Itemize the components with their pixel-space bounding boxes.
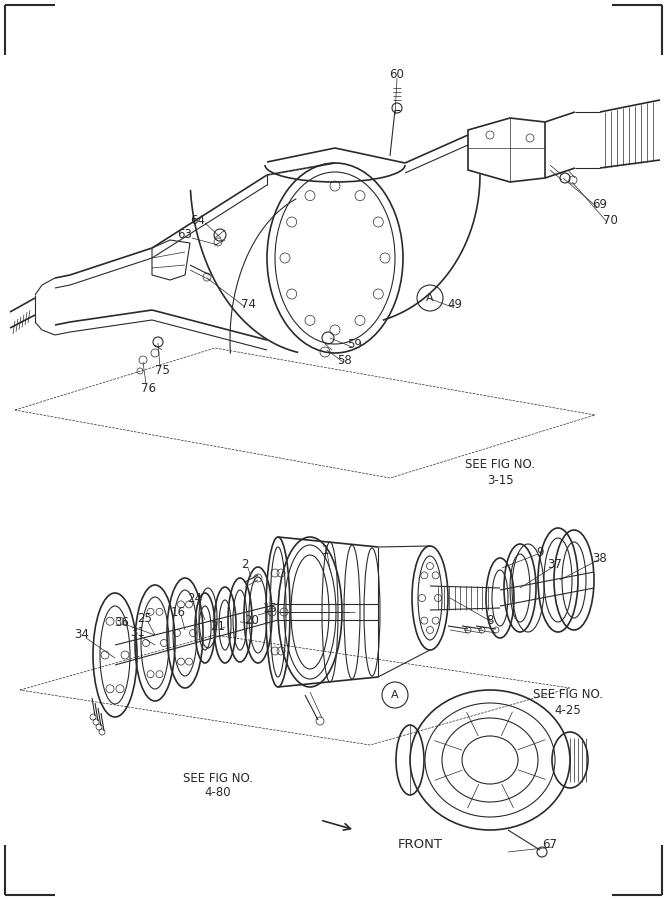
Text: SEE FIG NO.: SEE FIG NO. [533, 688, 603, 701]
Text: A: A [426, 293, 434, 303]
Text: 31: 31 [131, 626, 145, 640]
Text: 24: 24 [187, 591, 203, 605]
Text: 16: 16 [171, 606, 185, 618]
Text: 60: 60 [390, 68, 404, 82]
Text: 38: 38 [592, 552, 608, 564]
Text: 21: 21 [211, 619, 225, 633]
Text: 67: 67 [542, 839, 558, 851]
Text: 4-80: 4-80 [205, 787, 231, 799]
Text: 64: 64 [191, 213, 205, 227]
Text: 15: 15 [263, 601, 277, 615]
Text: 8: 8 [486, 614, 494, 626]
Text: 69: 69 [592, 199, 608, 212]
Text: 34: 34 [75, 628, 89, 642]
Text: 70: 70 [602, 213, 618, 227]
Text: 58: 58 [338, 354, 352, 366]
Text: 76: 76 [141, 382, 155, 394]
Text: 36: 36 [115, 616, 129, 628]
Text: A: A [391, 690, 399, 700]
Text: FRONT: FRONT [398, 839, 443, 851]
Text: 1: 1 [321, 544, 329, 556]
Text: 63: 63 [177, 229, 193, 241]
Text: 37: 37 [548, 559, 562, 572]
Text: SEE FIG NO.: SEE FIG NO. [183, 771, 253, 785]
Text: 59: 59 [348, 338, 362, 352]
Text: 49: 49 [448, 299, 462, 311]
Text: 25: 25 [137, 611, 153, 625]
Text: 3-15: 3-15 [487, 473, 514, 487]
Text: 75: 75 [155, 364, 169, 376]
Text: 4-25: 4-25 [555, 704, 582, 716]
Text: 20: 20 [245, 614, 259, 626]
Text: 74: 74 [241, 299, 255, 311]
Text: 9: 9 [536, 545, 544, 559]
Text: 2: 2 [241, 559, 249, 572]
Text: SEE FIG NO.: SEE FIG NO. [465, 458, 535, 472]
